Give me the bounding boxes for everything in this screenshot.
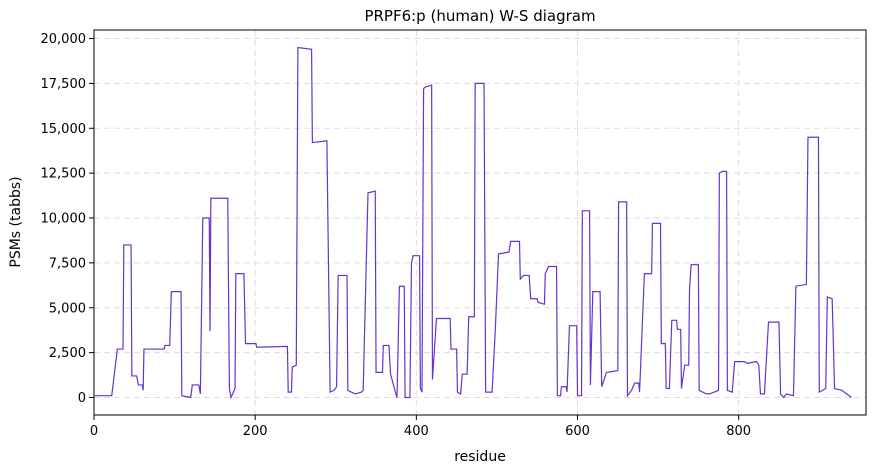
y-tick-label: 0 (78, 391, 86, 406)
y-tick-label: 12,500 (41, 167, 87, 182)
y-tick-label: 20,000 (41, 32, 87, 47)
x-tick-label: 200 (243, 424, 268, 439)
y-tick-label: 5,000 (49, 301, 86, 316)
y-tick-label: 10,000 (41, 212, 87, 227)
data-line (94, 46, 852, 400)
y-tick-label: 2,500 (49, 346, 86, 361)
x-tick-label: 0 (90, 424, 98, 439)
y-tick-label: 7,500 (49, 256, 86, 271)
y-tick-label: 17,500 (41, 77, 87, 92)
x-axis-label: residue (454, 449, 506, 465)
x-tick-label: 600 (565, 424, 590, 439)
y-tick-label: 15,000 (41, 122, 87, 137)
x-tick-label: 800 (726, 424, 751, 439)
plot-frame (93, 29, 867, 416)
chart-title: PRPF6:p (human) W-S diagram (364, 7, 595, 25)
y-axis-label: PSMs (tabbs) (8, 176, 24, 267)
x-tick-label: 400 (404, 424, 429, 439)
